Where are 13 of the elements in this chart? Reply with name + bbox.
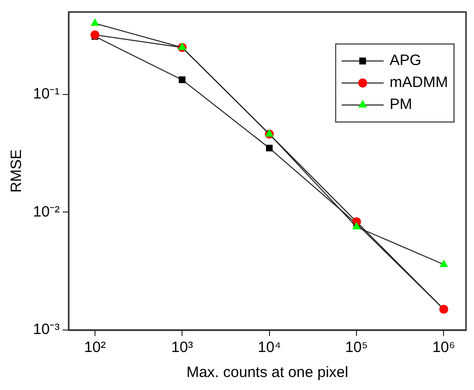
- x-tick-label: 10²: [84, 339, 106, 356]
- x-tick-label: 10⁴: [258, 339, 281, 356]
- x-tick-label: 10³: [171, 339, 193, 356]
- y-axis-title: RMSE: [8, 149, 26, 193]
- x-tick-label: 10⁵: [345, 339, 368, 356]
- y-tick-label: 10⁻²: [32, 203, 60, 220]
- legend-label: mADMM: [390, 74, 448, 92]
- y-tick-label: 10⁻³: [32, 321, 60, 338]
- legend-label: APG: [390, 52, 422, 70]
- y-tick-label: 10⁻¹: [32, 85, 60, 102]
- x-axis-title: Max. counts at one pixel: [186, 364, 348, 382]
- x-tick-label: 10⁶: [432, 339, 456, 356]
- legend-label: PM: [390, 96, 412, 114]
